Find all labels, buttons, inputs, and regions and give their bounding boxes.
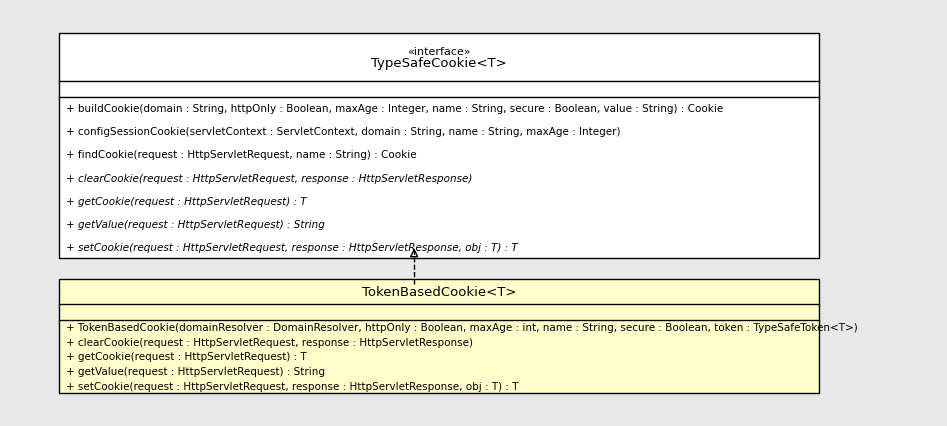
Text: + clearCookie(request : HttpServletRequest, response : HttpServletResponse): + clearCookie(request : HttpServletReque… bbox=[66, 337, 474, 347]
Text: + setCookie(request : HttpServletRequest, response : HttpServletResponse, obj : : + setCookie(request : HttpServletRequest… bbox=[66, 381, 519, 391]
Bar bbox=[60, 280, 818, 393]
Text: + setCookie(request : HttpServletRequest, response : HttpServletResponse, obj : : + setCookie(request : HttpServletRequest… bbox=[66, 242, 518, 252]
Text: + getValue(request : HttpServletRequest) : String: + getValue(request : HttpServletRequest)… bbox=[66, 366, 326, 376]
Text: + clearCookie(request : HttpServletRequest, response : HttpServletResponse): + clearCookie(request : HttpServletReque… bbox=[66, 173, 473, 183]
Text: TypeSafeCookie<T>: TypeSafeCookie<T> bbox=[371, 58, 507, 70]
Text: «interface»: «interface» bbox=[407, 46, 471, 57]
Text: + configSessionCookie(servletContext : ServletContext, domain : String, name : S: + configSessionCookie(servletContext : S… bbox=[66, 127, 621, 137]
Bar bbox=[60, 34, 818, 259]
Text: + getCookie(request : HttpServletRequest) : T: + getCookie(request : HttpServletRequest… bbox=[66, 196, 307, 206]
Text: + buildCookie(domain : String, httpOnly : Boolean, maxAge : Integer, name : Stri: + buildCookie(domain : String, httpOnly … bbox=[66, 104, 724, 114]
Text: TokenBasedCookie<T>: TokenBasedCookie<T> bbox=[362, 285, 516, 299]
Text: + getCookie(request : HttpServletRequest) : T: + getCookie(request : HttpServletRequest… bbox=[66, 351, 307, 362]
Text: + findCookie(request : HttpServletRequest, name : String) : Cookie: + findCookie(request : HttpServletReques… bbox=[66, 150, 417, 160]
Text: + TokenBasedCookie(domainResolver : DomainResolver, httpOnly : Boolean, maxAge :: + TokenBasedCookie(domainResolver : Doma… bbox=[66, 322, 858, 332]
Text: + getValue(request : HttpServletRequest) : String: + getValue(request : HttpServletRequest)… bbox=[66, 219, 326, 229]
